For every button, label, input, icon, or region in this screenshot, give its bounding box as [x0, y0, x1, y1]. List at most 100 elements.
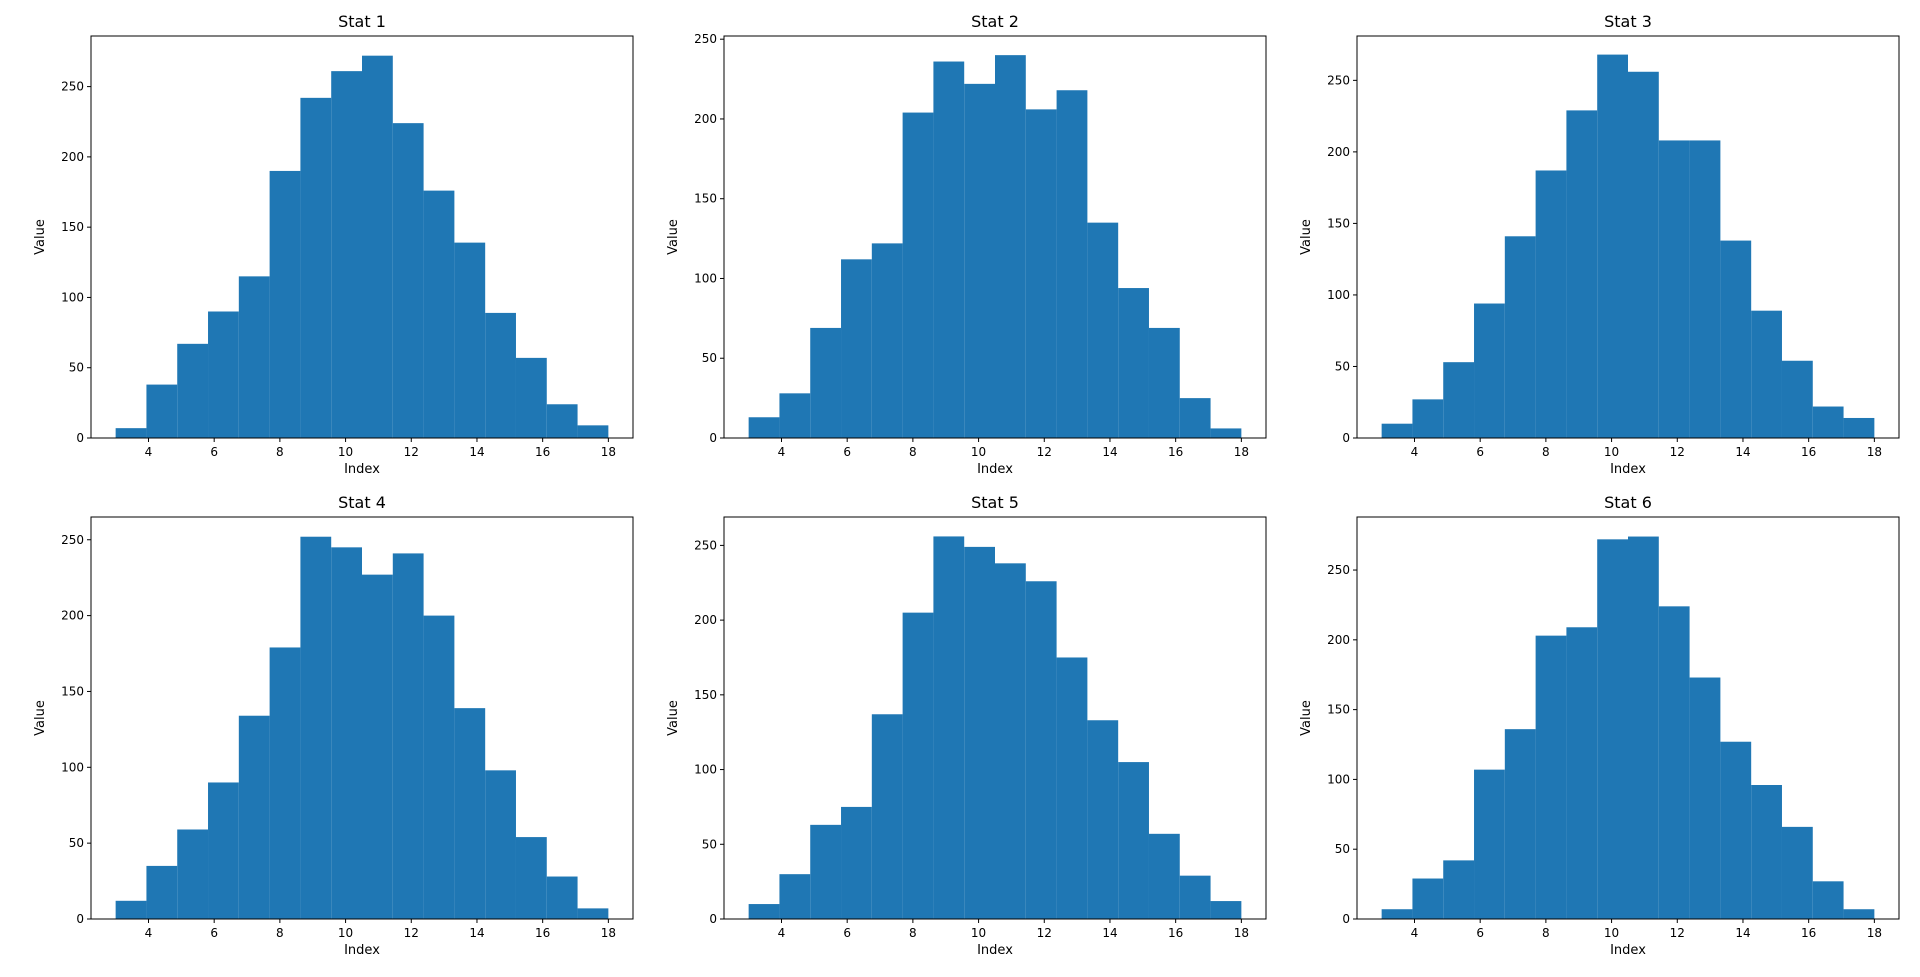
y-tick-label: 0 — [76, 912, 84, 926]
x-tick-label: 18 — [1867, 445, 1882, 459]
y-axis-label: Value — [33, 219, 48, 255]
x-tick-label: 18 — [601, 445, 616, 459]
histogram-bar — [208, 782, 239, 919]
x-tick-label: 4 — [1411, 926, 1419, 940]
chart-title: Stat 6 — [1604, 493, 1652, 512]
subplot-3: 4 6 8 10 12 14 16 18 0 50 100 150 200 250 Stat 3 Index V… — [1299, 12, 1900, 477]
histogram-bar — [1535, 635, 1567, 919]
histogram-bar — [515, 837, 547, 919]
histogram-bar — [1179, 398, 1211, 438]
y-tick-label: 50 — [1335, 842, 1350, 856]
x-tick-label: 10 — [971, 445, 986, 459]
histogram-bar — [995, 55, 1026, 439]
x-tick-label: 16 — [1801, 445, 1816, 459]
histogram-bar — [1566, 627, 1598, 919]
histogram-bar — [1118, 288, 1149, 438]
histogram-bar — [841, 259, 872, 438]
y-tick-label: 0 — [709, 431, 717, 445]
x-tick-label: 18 — [1234, 445, 1249, 459]
x-tick-label: 14 — [469, 445, 484, 459]
y-tick-label: 250 — [1327, 73, 1350, 87]
histogram-bar — [1843, 417, 1875, 438]
histogram-bar — [1412, 878, 1444, 919]
histogram-bar — [748, 417, 780, 438]
y-tick-label: 200 — [694, 112, 717, 126]
axes-frame — [90, 35, 634, 439]
x-tick-label: 16 — [1168, 926, 1183, 940]
x-tick-label: 12 — [1670, 926, 1685, 940]
histogram-bar — [577, 425, 609, 438]
y-tick-label: 200 — [61, 150, 84, 164]
y-tick-label: 50 — [69, 361, 84, 375]
histogram-bar — [238, 276, 270, 438]
x-tick-label: 4 — [778, 445, 786, 459]
y-tick-label: 100 — [694, 271, 717, 285]
x-tick-label: 6 — [843, 445, 851, 459]
y-tick-label: 250 — [61, 533, 84, 547]
x-tick-label: 18 — [1867, 926, 1882, 940]
histogram-bar — [362, 574, 393, 919]
x-tick-label: 6 — [210, 445, 218, 459]
histogram-bar — [1689, 140, 1721, 439]
histogram-bar — [515, 357, 547, 438]
axes-frame — [723, 35, 1267, 439]
histogram-bar — [1443, 860, 1475, 919]
y-tick-label: 250 — [694, 538, 717, 552]
histogram-bar — [1504, 729, 1536, 919]
histogram-bar — [269, 647, 301, 919]
histogram-bar — [871, 243, 903, 438]
y-tick-label: 200 — [1327, 145, 1350, 159]
histogram-bar — [1689, 677, 1721, 919]
x-tick-label: 8 — [1542, 445, 1550, 459]
histogram-bar — [1412, 399, 1444, 438]
histogram-bar — [485, 312, 516, 438]
x-tick-label: 10 — [338, 926, 353, 940]
x-axis-label: Index — [977, 943, 1013, 958]
x-tick-label: 10 — [971, 926, 986, 940]
y-tick-label: 250 — [694, 32, 717, 46]
y-tick-label: 150 — [694, 688, 717, 702]
histogram-bar — [423, 615, 455, 919]
chart-title: Stat 1 — [338, 12, 386, 31]
y-tick-label: 100 — [694, 763, 717, 777]
y-tick-label: 150 — [1327, 703, 1350, 717]
x-tick-label: 16 — [1168, 445, 1183, 459]
x-axis-label: Index — [344, 462, 380, 477]
x-tick-label: 10 — [1604, 445, 1619, 459]
histogram-bar — [1381, 909, 1413, 919]
histogram-bar — [392, 553, 424, 919]
x-tick-label: 14 — [1102, 926, 1117, 940]
x-tick-label: 12 — [404, 926, 419, 940]
x-tick-label: 8 — [909, 926, 917, 940]
histogram-bar — [1025, 109, 1057, 438]
histogram-bar — [1628, 536, 1659, 919]
histogram-bar — [546, 404, 578, 438]
histogram-bar — [810, 824, 842, 919]
histogram-bar — [1443, 362, 1475, 438]
histogram-bar — [1597, 54, 1628, 438]
histogram-bar — [779, 874, 811, 919]
y-tick-label: 250 — [1327, 563, 1350, 577]
x-tick-label: 16 — [1801, 926, 1816, 940]
x-axis-label: Index — [1610, 943, 1646, 958]
x-tick-label: 18 — [601, 926, 616, 940]
histogram-bar — [1087, 720, 1119, 919]
histogram-bar — [546, 876, 578, 919]
histogram-bar — [1087, 222, 1119, 438]
y-tick-label: 50 — [1335, 359, 1350, 373]
y-tick-label: 200 — [61, 609, 84, 623]
histogram-bar — [1148, 833, 1180, 919]
x-axis-label: Index — [977, 462, 1013, 477]
x-tick-label: 14 — [1102, 445, 1117, 459]
histogram-bar — [146, 865, 178, 919]
y-tick-label: 0 — [1342, 431, 1350, 445]
y-tick-label: 50 — [702, 351, 717, 365]
y-axis-label: Value — [33, 700, 48, 736]
x-tick-label: 16 — [535, 445, 550, 459]
y-tick-label: 150 — [61, 220, 84, 234]
x-tick-label: 10 — [1604, 926, 1619, 940]
x-tick-label: 12 — [1037, 926, 1052, 940]
subplot-5: 4 6 8 10 12 14 16 18 0 50 100 150 200 250 Stat 5 Index V… — [666, 493, 1267, 958]
histogram-bar — [1056, 657, 1088, 919]
x-tick-label: 4 — [145, 445, 153, 459]
